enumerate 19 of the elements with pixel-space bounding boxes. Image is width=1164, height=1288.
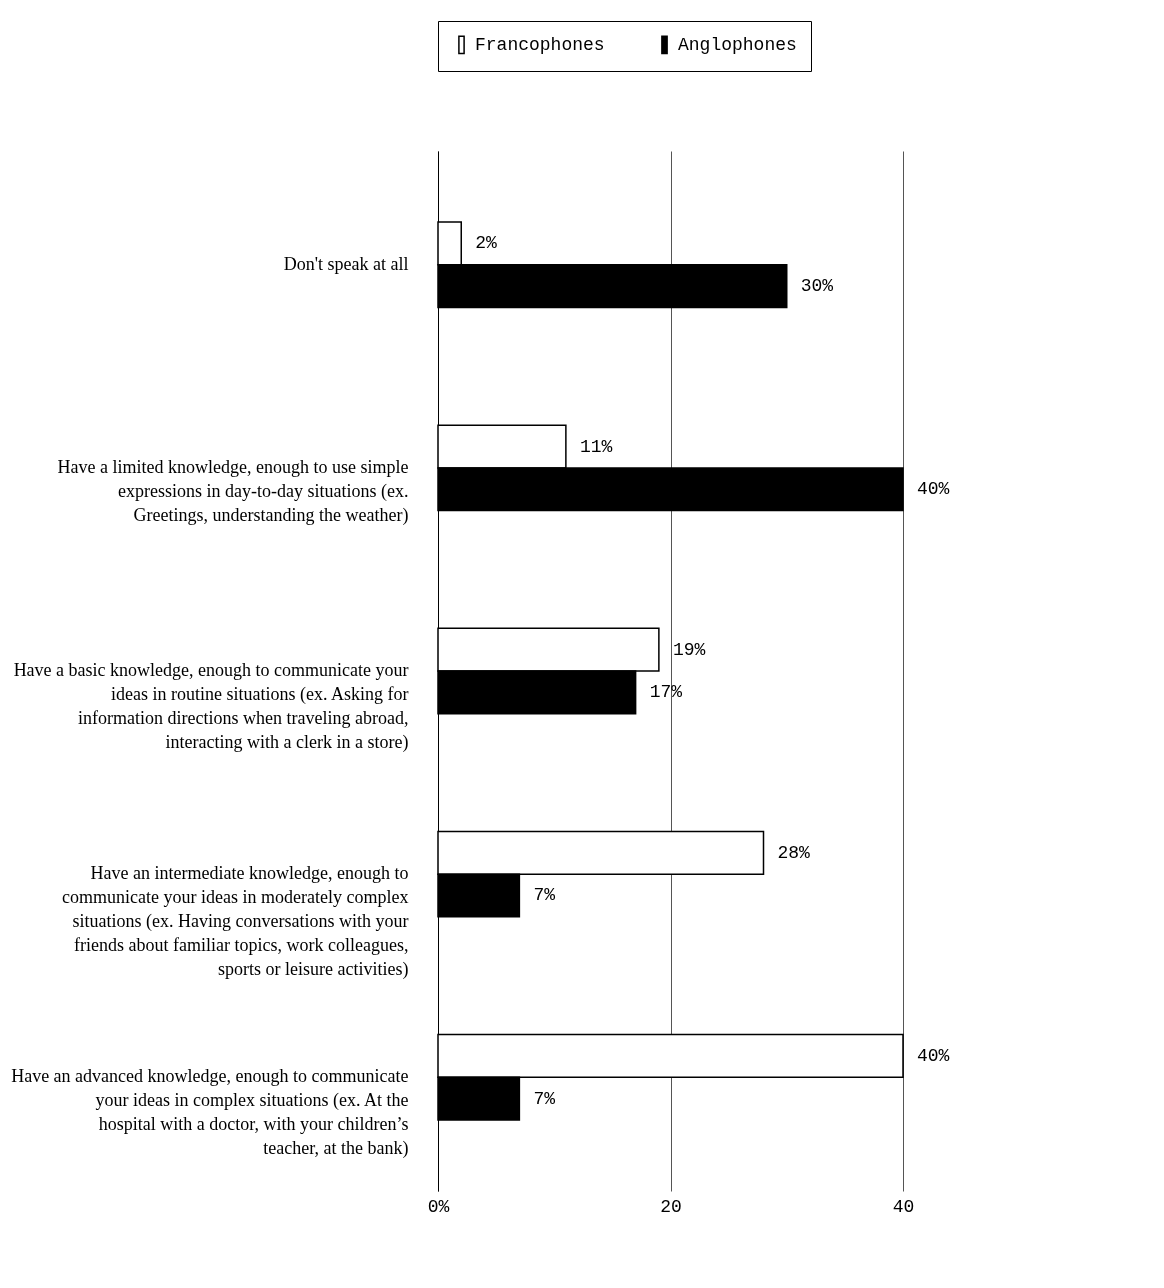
data-label: 7% bbox=[533, 885, 556, 906]
data-label: 2% bbox=[475, 233, 498, 254]
legend-label: Anglophones bbox=[678, 34, 797, 55]
legend-label: Francophones bbox=[475, 34, 605, 55]
y-tick-label: Don't speak at all bbox=[283, 253, 409, 274]
data-label: 30% bbox=[800, 276, 834, 297]
data-label: 28% bbox=[777, 842, 811, 863]
data-label: 40% bbox=[917, 479, 950, 500]
x-tick-label: 40 bbox=[892, 1196, 915, 1217]
data-label: 11% bbox=[579, 436, 613, 457]
y-tick-label: Have a limited knowledge, enough to use simple expressions in day-to-day situations (ex. Greetings, understanding the weather) bbox=[57, 456, 409, 526]
data-label: 7% bbox=[533, 1088, 556, 1109]
x-tick-label: 0% bbox=[427, 1196, 450, 1217]
y-tick-label: Have an intermediate knowledge, enough to communicate your ideas in moderately complex situations (ex. Having conversations with your friends about familiar topics, work colleagues, sports or leisure activities) bbox=[62, 863, 409, 981]
data-label: 19% bbox=[672, 639, 706, 660]
data-label: 40% bbox=[917, 1045, 950, 1066]
y-tick-label: Have an advanced knowledge, enough to communicate your ideas in complex situations (ex. At the hospital with a doctor, with your children’s teacher, at the bank) bbox=[11, 1066, 409, 1160]
y-tick-label: Have a basic knowledge, enough to communicate your ideas in routine situations (ex. Asking for information directions when traveling abroad, interacting with a clerk in a store) bbox=[13, 660, 409, 753]
x-tick-label: 20 bbox=[660, 1196, 682, 1217]
